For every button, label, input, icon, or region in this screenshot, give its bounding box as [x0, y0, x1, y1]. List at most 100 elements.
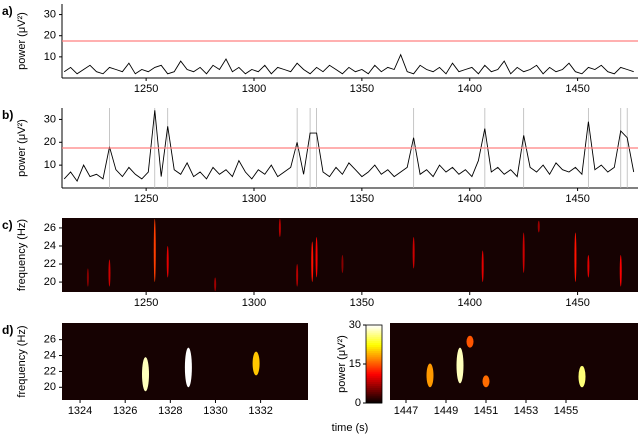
spectrogram-event: [214, 277, 217, 292]
y-tick-label: 20: [44, 30, 56, 42]
colorbar-swatch: [366, 369, 382, 373]
colorbar-label: power (μV²): [336, 335, 348, 393]
x-tick-label: 1400: [457, 193, 481, 205]
x-tick-label: 1455: [554, 405, 578, 417]
colorbar-swatch: [366, 350, 382, 353]
colorbar-swatch: [366, 354, 382, 357]
colorbar-swatch: [366, 393, 382, 396]
spectrogram-event: [278, 218, 281, 237]
x-tick-label: 1250: [134, 193, 158, 205]
colorbar-swatch: [366, 397, 382, 400]
colorbar-swatch: [366, 399, 382, 402]
spectrogram-event: [426, 363, 434, 388]
spectrogram-event: [311, 241, 314, 283]
x-tick-label: 1451: [474, 405, 498, 417]
spectrogram-event: [537, 220, 540, 233]
spectrogram-event: [456, 347, 464, 384]
x-tick-label: 1330: [203, 405, 227, 417]
y-tick-label: 30: [44, 8, 56, 20]
colorbar-swatch: [366, 401, 382, 404]
x-axis-label: time (s): [332, 422, 369, 434]
y-tick-label: 10: [44, 159, 56, 171]
colorbar-swatch: [366, 328, 382, 332]
y-tick-label: 26: [44, 222, 56, 234]
colorbar-swatch: [366, 325, 382, 328]
colorbar-swatch: [366, 391, 382, 394]
x-tick-label: 1450: [565, 193, 589, 205]
x-tick-label: 1300: [242, 83, 266, 95]
panel-label: d): [2, 323, 13, 337]
x-tick-label: 1300: [242, 297, 266, 309]
spectrogram-background: [62, 218, 638, 292]
spectrogram-event: [587, 255, 590, 278]
colorbar-swatch: [366, 364, 382, 367]
colorbar-swatch: [366, 336, 382, 340]
spectrogram-event: [574, 232, 577, 283]
colorbar-swatch: [366, 395, 382, 398]
spectrogram-event: [142, 357, 150, 392]
x-tick-label: 1449: [434, 405, 458, 417]
x-tick-label: 1400: [457, 83, 481, 95]
y-tick-label: 20: [44, 136, 56, 148]
colorbar-tick-label: 15: [349, 358, 361, 370]
spectrogram-event: [153, 218, 156, 283]
x-tick-label: 1453: [514, 405, 538, 417]
x-tick-label: 1447: [394, 405, 418, 417]
power-trace: [63, 53, 634, 75]
colorbar-swatch: [366, 375, 382, 379]
y-tick-label: 24: [44, 240, 56, 252]
spectrogram-event: [315, 236, 318, 278]
y-tick-label: 22: [44, 365, 56, 377]
colorbar-swatch: [366, 387, 382, 390]
colorbar-swatch: [366, 356, 382, 359]
spectrogram-event: [619, 255, 622, 287]
x-tick-label: 1350: [350, 297, 374, 309]
colorbar-swatch: [366, 352, 382, 355]
y-tick-label: 22: [44, 258, 56, 270]
colorbar-swatch: [366, 385, 382, 388]
y-tick-label: 30: [44, 113, 56, 125]
spectrogram-background: [62, 323, 308, 400]
x-tick-label: 1326: [113, 405, 137, 417]
spectrogram-event: [466, 335, 474, 348]
x-tick-label: 1250: [134, 297, 158, 309]
colorbar-swatch: [366, 377, 382, 381]
colorbar-swatch: [366, 362, 382, 365]
colorbar-swatch: [366, 379, 382, 383]
spectrogram-event: [341, 255, 344, 274]
colorbar-tick-label: 30: [349, 319, 361, 331]
y-axis-label: frequency (Hz): [16, 325, 28, 397]
x-tick-label: 1450: [565, 297, 589, 309]
colorbar-swatch: [366, 340, 382, 344]
y-tick-label: 20: [44, 276, 56, 288]
colorbar-swatch: [366, 373, 382, 377]
colorbar-swatch: [366, 346, 382, 349]
colorbar-swatch: [366, 383, 382, 386]
colorbar-swatch: [366, 338, 382, 342]
y-tick-label: 10: [44, 51, 56, 63]
spectrogram-event: [578, 365, 586, 388]
spectrogram-event: [482, 375, 490, 388]
x-tick-label: 1350: [350, 193, 374, 205]
spectrogram-event: [86, 268, 89, 287]
colorbar-swatch: [366, 348, 382, 351]
x-tick-label: 1324: [68, 405, 92, 417]
x-tick-label: 1300: [242, 193, 266, 205]
spectrogram-event: [252, 351, 260, 376]
y-tick-label: 20: [44, 381, 56, 393]
panel-label: c): [2, 218, 13, 232]
panel-label: a): [2, 4, 13, 18]
colorbar-swatch: [366, 326, 382, 330]
x-tick-label: 1328: [158, 405, 182, 417]
x-tick-label: 1450: [565, 83, 589, 95]
y-tick-label: 26: [44, 334, 56, 346]
spectrogram-event: [108, 259, 111, 287]
colorbar-swatch: [366, 365, 382, 369]
y-tick-label: 24: [44, 349, 56, 361]
spectrogram-background: [390, 323, 638, 400]
x-tick-label: 1350: [350, 83, 374, 95]
colorbar-swatch: [366, 342, 382, 345]
colorbar-swatch: [366, 358, 382, 361]
x-tick-label: 1400: [457, 297, 481, 309]
